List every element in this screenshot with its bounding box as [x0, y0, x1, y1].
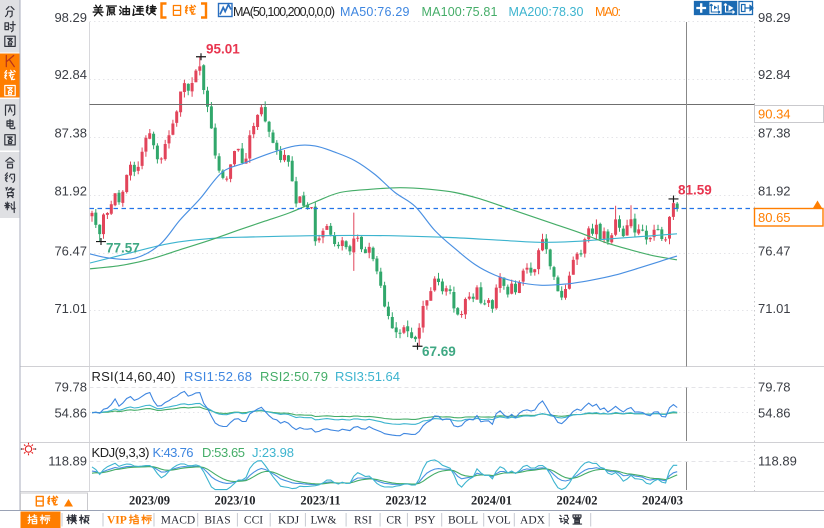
svg-text:54.86: 54.86 [758, 406, 791, 421]
svg-text:D:53.65: D:53.65 [202, 445, 245, 460]
svg-text:79.78: 79.78 [758, 380, 791, 395]
svg-text:77.57: 77.57 [106, 241, 140, 256]
svg-text:VIP: VIP [107, 515, 127, 527]
svg-text:VOL: VOL [487, 515, 511, 527]
svg-text:2023/11: 2023/11 [300, 494, 340, 508]
svg-text:71.01: 71.01 [54, 301, 87, 316]
svg-text:2024/01: 2024/01 [471, 494, 512, 508]
svg-text:RSI3:51.64: RSI3:51.64 [335, 369, 400, 384]
svg-text:MA100:75.81: MA100:75.81 [422, 5, 498, 19]
svg-text:K:43.76: K:43.76 [153, 445, 194, 460]
svg-text:RSI2:50.79: RSI2:50.79 [260, 369, 328, 384]
svg-text:2023/09: 2023/09 [129, 494, 170, 508]
svg-text:RSI1:52.68: RSI1:52.68 [184, 369, 252, 384]
svg-text:MA0:: MA0: [595, 5, 621, 19]
svg-text:MA(50,100,200,0,0,0): MA(50,100,200,0,0,0) [233, 5, 335, 19]
svg-text:2024/02: 2024/02 [557, 494, 598, 508]
svg-text:67.69: 67.69 [422, 344, 456, 359]
svg-text:95.01: 95.01 [206, 42, 240, 57]
svg-text:76.47: 76.47 [54, 244, 87, 259]
svg-text:87.38: 87.38 [54, 126, 87, 141]
svg-text:KDJ: KDJ [278, 515, 300, 527]
svg-text:MA50:76.29: MA50:76.29 [340, 5, 410, 19]
svg-text:98.29: 98.29 [54, 10, 87, 25]
svg-text:81.92: 81.92 [758, 184, 791, 199]
svg-text:118.89: 118.89 [758, 454, 797, 469]
svg-text:79.78: 79.78 [54, 380, 87, 395]
svg-text:CR: CR [386, 515, 402, 527]
svg-text:BIAS: BIAS [204, 515, 230, 527]
svg-text:BOLL: BOLL [448, 515, 478, 527]
svg-text:PSY: PSY [414, 515, 436, 527]
svg-text:92.84: 92.84 [54, 67, 87, 82]
svg-text:MA200:78.30: MA200:78.30 [509, 5, 584, 19]
svg-text:ADX: ADX [520, 515, 546, 527]
svg-text:CCI: CCI [244, 515, 263, 527]
svg-text:81.92: 81.92 [54, 184, 87, 199]
svg-text:118.89: 118.89 [48, 454, 87, 469]
svg-text:87.38: 87.38 [758, 126, 791, 141]
svg-text:2023/10: 2023/10 [215, 494, 256, 508]
svg-text:90.34: 90.34 [758, 107, 791, 122]
svg-text:71.01: 71.01 [758, 301, 791, 316]
svg-text:2024/03: 2024/03 [642, 494, 683, 508]
svg-text:98.29: 98.29 [758, 10, 791, 25]
svg-text:LW&: LW& [311, 515, 337, 527]
svg-text:KDJ(9,3,3): KDJ(9,3,3) [92, 445, 150, 460]
svg-text:80.65: 80.65 [758, 210, 791, 225]
svg-text:92.84: 92.84 [758, 67, 791, 82]
svg-text:54.86: 54.86 [54, 406, 87, 421]
svg-text:76.47: 76.47 [758, 244, 791, 259]
svg-text:J:23.98: J:23.98 [252, 445, 294, 460]
svg-text:2023/12: 2023/12 [386, 494, 427, 508]
svg-text:81.59: 81.59 [678, 183, 712, 198]
svg-text:MACD: MACD [161, 515, 196, 527]
svg-text:RSI(14,60,40): RSI(14,60,40) [92, 369, 176, 384]
svg-text:RSI: RSI [354, 515, 372, 527]
